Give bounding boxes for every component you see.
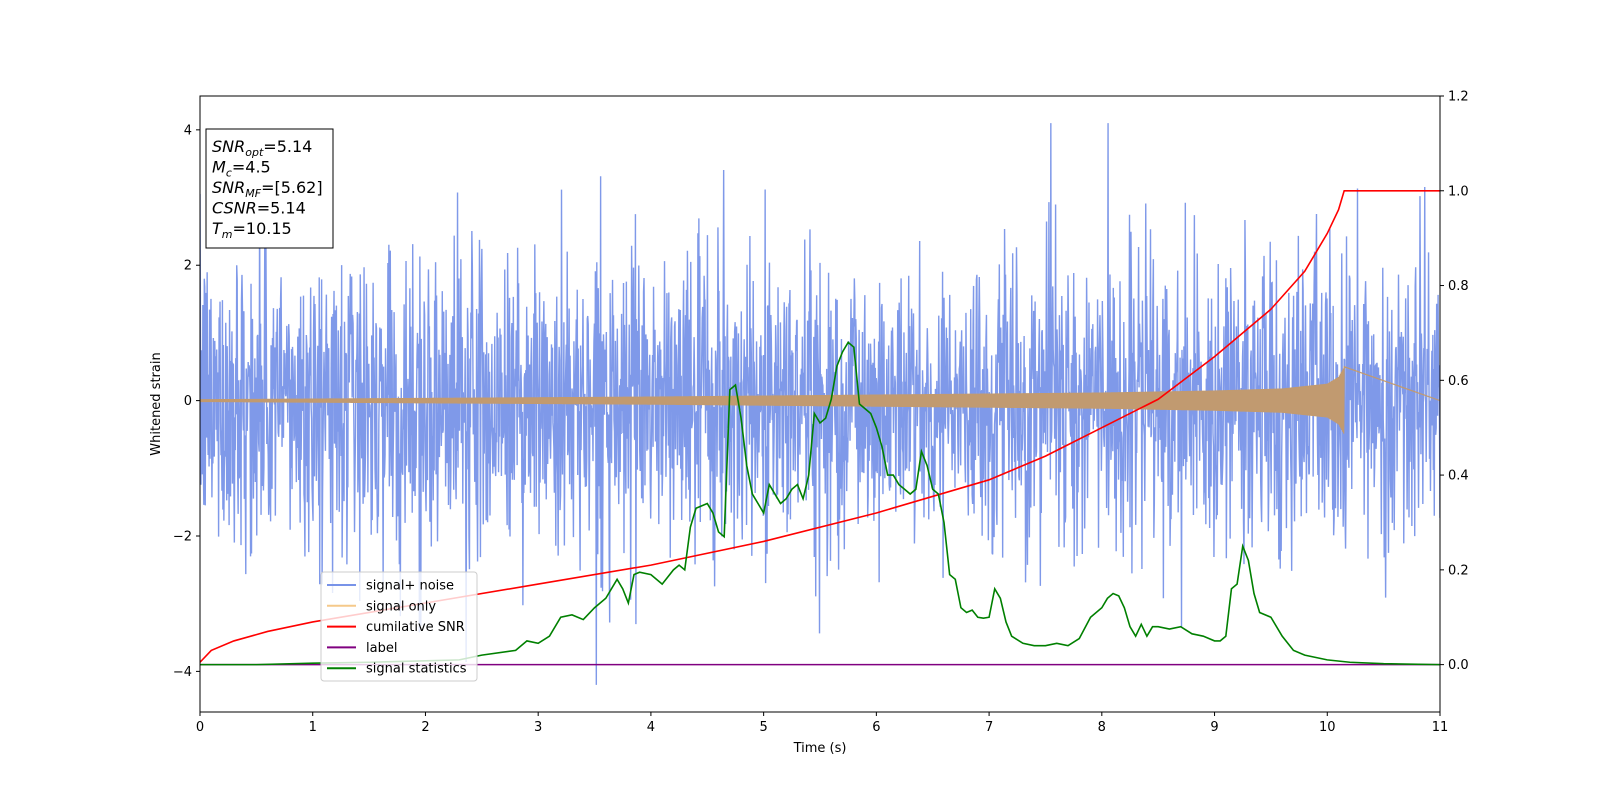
x-tick-label: 6	[872, 720, 880, 735]
annotation-line: Mc=4.5	[212, 158, 271, 180]
annotation-box: SNRopt=5.14Mc=4.5SNRMF=[5.62]CSNR=5.14Tm…	[205, 128, 334, 249]
x-tick-label: 7	[985, 720, 993, 735]
annotation-frame	[205, 128, 334, 249]
right-y-tick-label: 1.2	[1448, 90, 1469, 105]
series-signal-statistics-line	[200, 341, 1440, 666]
x-tick-label: 4	[647, 720, 655, 735]
right-y-tick-label: 0.2	[1448, 563, 1469, 578]
annotation-line: SNRMF=[5.62]	[212, 178, 323, 200]
legend-label-cumulative-snr: cumilative SNR	[366, 620, 465, 635]
left-y-tick-label: 2	[184, 259, 192, 274]
right-y-tick-label: 1.0	[1448, 184, 1469, 199]
x-axis-label: Time (s)	[793, 741, 847, 756]
right-y-tick-label: 0.0	[1448, 658, 1469, 673]
left-y-tick-label: −2	[173, 530, 192, 545]
x-tick-label: 2	[421, 720, 429, 735]
right-y-axis-ticks: 0.0 0.2 0.4 0.6 0.8 1.0 1.2	[1440, 90, 1469, 673]
y-axis-label: Whitened strain	[149, 352, 164, 455]
left-y-axis-ticks: −4 −2 0 2 4	[173, 123, 200, 680]
x-tick-label: 8	[1098, 720, 1106, 735]
axes-frame	[199, 95, 1441, 713]
left-y-tick-label: 4	[184, 123, 192, 138]
legend-frame	[320, 571, 478, 682]
series-cumulative-snr-line	[200, 189, 1440, 663]
x-axis-ticks: 0 1 2 3 4 5 6 7 8 9 10 11	[196, 712, 1448, 735]
x-tick-label: 5	[759, 720, 767, 735]
x-tick-label: 0	[196, 720, 204, 735]
right-y-tick-label: 0.4	[1448, 469, 1469, 484]
x-tick-label: 11	[1432, 720, 1449, 735]
x-tick-label: 10	[1319, 720, 1336, 735]
annotation-line: Tm=10.15	[212, 219, 292, 241]
annotation-line: SNRopt=5.14	[212, 137, 312, 159]
x-tick-label: 9	[1210, 720, 1218, 735]
series-signal-only-line	[200, 365, 1440, 434]
right-y-tick-label: 0.8	[1448, 279, 1469, 294]
annotation-line: CSNR=5.14	[212, 199, 306, 218]
left-y-tick-label: 0	[184, 394, 192, 409]
legend-label-signal-noise: signal+ noise	[366, 579, 454, 594]
legend: signal+ noise signal only cumilative SNR la…	[320, 571, 478, 682]
legend-label-signal-statistics: signal statistics	[366, 662, 467, 677]
left-y-tick-label: −4	[173, 665, 192, 680]
right-y-tick-label: 0.6	[1448, 374, 1469, 389]
series-signal-noise-line	[200, 123, 1440, 685]
legend-label-label: label	[366, 641, 397, 656]
legend-label-signal-only: signal only	[366, 599, 436, 614]
x-tick-label: 1	[309, 720, 317, 735]
x-tick-label: 3	[534, 720, 542, 735]
